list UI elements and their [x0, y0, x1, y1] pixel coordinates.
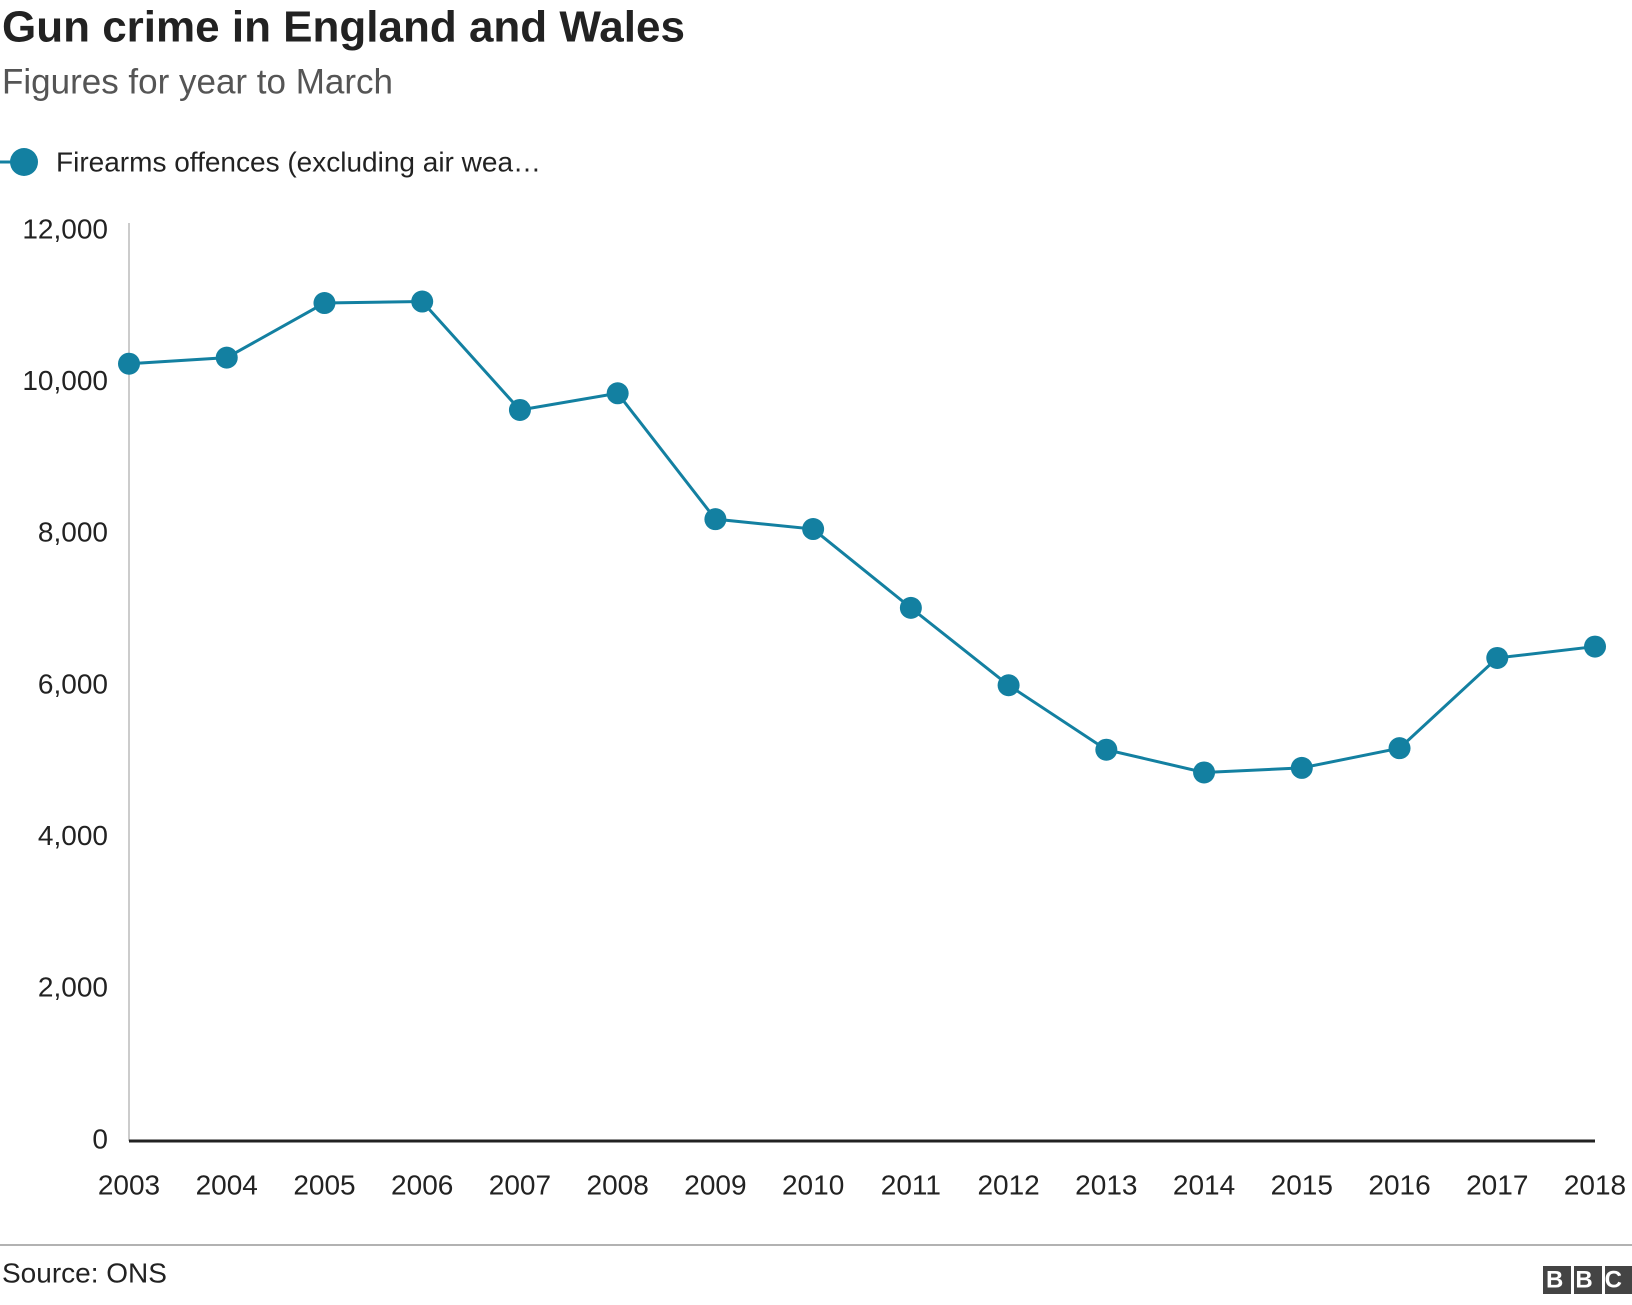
point — [1584, 635, 1606, 658]
x-tick-label: 2008 — [587, 1169, 649, 1200]
x-tick-label: 2014 — [1173, 1169, 1235, 1200]
y-tick-label: 10,000 — [22, 365, 108, 396]
point — [118, 352, 140, 375]
point — [313, 292, 336, 315]
x-tick-label: 2012 — [977, 1169, 1039, 1200]
point — [802, 518, 825, 541]
point — [606, 382, 629, 405]
series-line — [128, 300, 1596, 774]
y-tick-label: 8,000 — [38, 517, 108, 548]
x-tick-label: 2006 — [391, 1169, 453, 1200]
x-tick-label: 2013 — [1075, 1169, 1137, 1200]
y-tick-label: 12,000 — [22, 213, 108, 244]
source: Source: ONS — [2, 1257, 167, 1288]
point — [1486, 646, 1509, 669]
x-tick-label: 2009 — [684, 1169, 746, 1200]
x-tick-label: 2015 — [1271, 1169, 1333, 1200]
point — [899, 596, 922, 619]
y-tick-label: 4,000 — [38, 820, 108, 851]
x-tick-label: 2005 — [293, 1169, 355, 1200]
point — [1290, 756, 1313, 779]
x-tick-label: 2011 — [881, 1169, 941, 1200]
point — [1095, 738, 1118, 761]
x-tick-label: 2003 — [98, 1169, 160, 1200]
chart-subtitle: Figures for year to March — [2, 62, 393, 101]
legend-label: Firearms offences (excluding air wea… — [56, 146, 541, 177]
point — [215, 346, 238, 369]
logo: BBC — [1543, 1266, 1632, 1294]
point — [704, 508, 727, 531]
chart-title: Gun crime in England and Wales — [2, 3, 685, 52]
x-tick-label: 2016 — [1368, 1169, 1430, 1200]
point — [997, 674, 1020, 697]
y-tick-label: 0 — [92, 1123, 108, 1154]
point — [411, 290, 434, 313]
x-tick-label: 2004 — [196, 1169, 258, 1200]
legend-marker — [10, 148, 38, 176]
y-tick-label: 2,000 — [38, 972, 108, 1003]
point — [508, 398, 531, 421]
logo-text: BBC — [1546, 1266, 1632, 1293]
x-tick-label: 2007 — [489, 1169, 551, 1200]
x-tick-label: 2017 — [1466, 1169, 1528, 1200]
x-tick-label: 2010 — [782, 1169, 844, 1200]
point — [1388, 737, 1411, 760]
x-tick-label: 2018 — [1564, 1169, 1626, 1200]
y-tick-label: 6,000 — [38, 668, 108, 699]
point — [1193, 761, 1216, 784]
